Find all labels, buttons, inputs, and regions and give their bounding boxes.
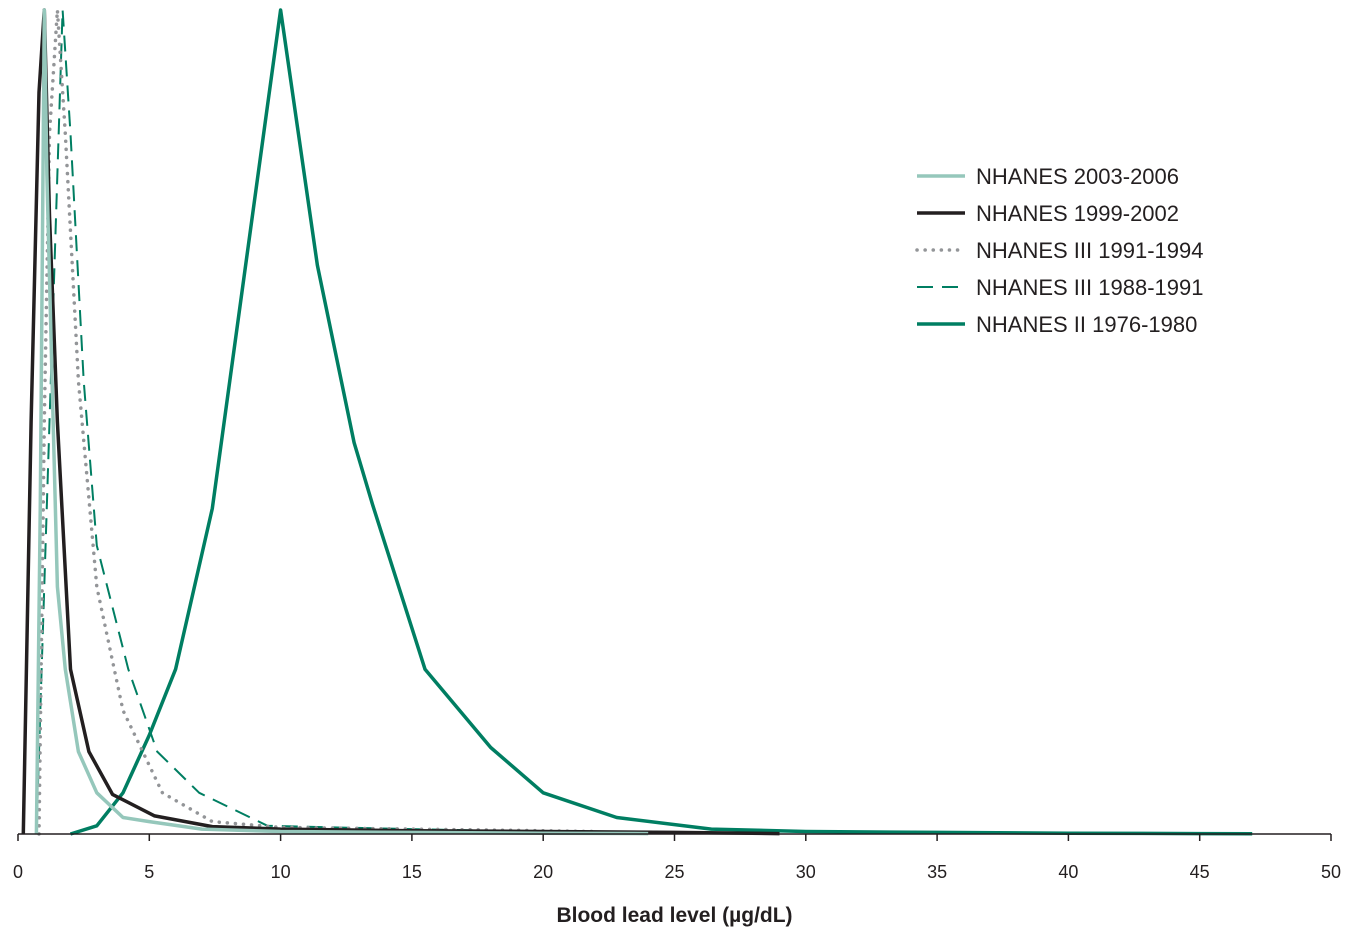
x-tick-label: 25 (664, 862, 684, 882)
x-tick-label: 45 (1190, 862, 1210, 882)
series-line-3 (37, 8, 598, 836)
legend: NHANES 2003-2006 NHANES 1999-2002 NHANES I… (915, 164, 1203, 337)
x-tick-label: 35 (927, 862, 947, 882)
legend-label-3: NHANES III 1991-1994 (976, 238, 1203, 263)
series-line-4 (35, 9, 544, 835)
x-tick-label: 15 (402, 862, 422, 882)
x-ticks: 0 5 10 15 20 25 30 35 40 45 50 (13, 834, 1341, 882)
series-line-1 (34, 8, 649, 836)
series-layer (21, 8, 1253, 836)
legend-label-4: NHANES III 1988-1991 (976, 275, 1203, 300)
x-tick-label: 0 (13, 862, 23, 882)
x-axis-title: Blood lead level (µg/dL) (556, 904, 792, 927)
legend-label-1: NHANES 2003-2006 (976, 164, 1179, 189)
x-tick-label: 5 (144, 862, 154, 882)
legend-label-5: NHANES II 1976-1980 (976, 312, 1197, 337)
x-tick-label: 30 (796, 862, 816, 882)
x-tick-label: 20 (533, 862, 553, 882)
x-tick-label: 40 (1058, 862, 1078, 882)
series-line-5 (69, 8, 1253, 836)
x-tick-label: 10 (271, 862, 291, 882)
series-line-2 (21, 8, 780, 836)
legend-label-2: NHANES 1999-2002 (976, 201, 1179, 226)
x-tick-label: 50 (1321, 862, 1341, 882)
